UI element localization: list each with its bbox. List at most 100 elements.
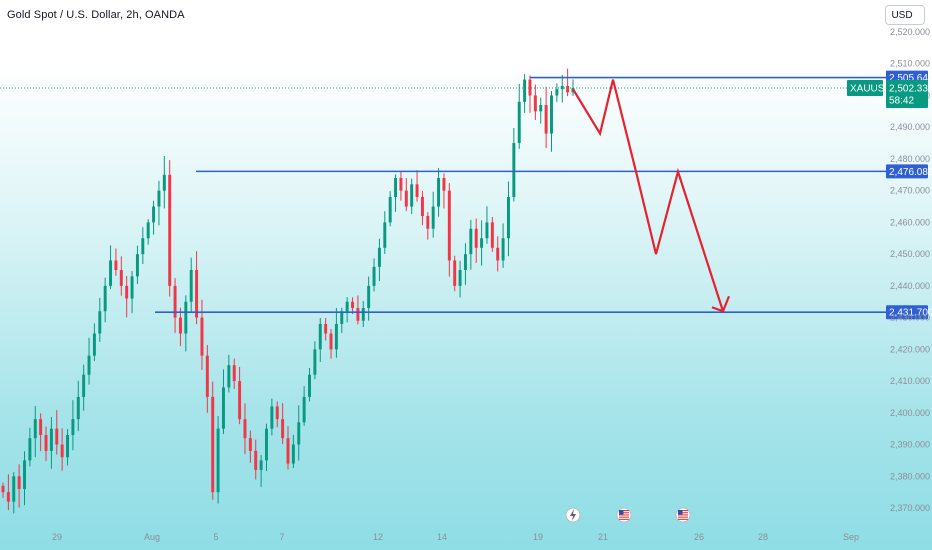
candle-body [383, 222, 387, 248]
candle-body [28, 438, 32, 461]
candle-body [189, 270, 193, 302]
candle-body [308, 374, 311, 397]
y-tick-label: 2,450.000 [890, 249, 930, 259]
candle [308, 367, 311, 402]
candle [566, 68, 570, 97]
current-price-tag [886, 80, 928, 109]
candle-body [420, 197, 424, 217]
candle [178, 307, 182, 347]
x-tick-label: 19 [533, 532, 543, 542]
candle [152, 200, 156, 235]
candle-body [496, 247, 500, 261]
y-tick-label: 2,390.000 [890, 440, 930, 450]
candle-body [98, 311, 102, 334]
candle [114, 248, 118, 276]
candle-body [200, 317, 204, 356]
y-tick-label: 2,520.000 [890, 27, 930, 37]
candle [200, 299, 204, 370]
candle-body [324, 323, 328, 334]
flag-canton [619, 510, 624, 515]
forecast-arrow-path [572, 79, 725, 312]
level-price-label: 2,476.083 [889, 167, 932, 178]
candle [162, 155, 166, 209]
candle [383, 211, 387, 254]
y-tick-label: 2,430.000 [890, 313, 930, 323]
flag-stripe [678, 512, 688, 514]
y-tick-label: 2,420.000 [890, 344, 930, 354]
candle-body [141, 238, 145, 255]
candle [351, 297, 355, 315]
candle-body [135, 254, 139, 277]
candle [184, 295, 188, 352]
candle-body [114, 260, 118, 270]
candle-body [474, 228, 478, 248]
candle [60, 428, 64, 471]
candle-body [152, 206, 156, 223]
candle-body [517, 101, 521, 144]
candle-body [157, 190, 161, 207]
candle [125, 276, 129, 318]
level-price-tag [886, 305, 928, 320]
candle-body [555, 89, 559, 96]
candle [39, 413, 43, 452]
candle-body [485, 222, 489, 239]
candle-body [469, 228, 473, 255]
candle-body [44, 435, 48, 451]
candle-body [259, 460, 263, 470]
candle [334, 307, 338, 358]
flag-stripe [619, 516, 629, 518]
candle [98, 297, 102, 342]
candle [227, 354, 231, 393]
candle [297, 405, 301, 461]
candle-body [265, 428, 268, 461]
candle [437, 167, 441, 217]
candle [399, 171, 403, 201]
candle [480, 220, 484, 266]
candle [265, 423, 268, 472]
lightning-icon [565, 507, 581, 523]
candle-body [87, 355, 91, 375]
candle-body [119, 270, 123, 286]
candle-body [238, 381, 242, 420]
candle-body [205, 355, 209, 397]
candle [426, 212, 430, 240]
candle [270, 398, 274, 436]
candle [431, 191, 435, 238]
candle-body [372, 266, 376, 286]
candle-body [550, 95, 553, 134]
candle [474, 218, 478, 263]
y-tick-label: 2,460.000 [890, 217, 930, 227]
candle [345, 297, 349, 323]
candle-body [286, 438, 290, 464]
candle [259, 454, 263, 487]
candle-body [178, 317, 182, 334]
candle-body [232, 365, 236, 382]
candle [291, 434, 295, 469]
candle-body [318, 323, 322, 350]
candle-body [394, 177, 398, 198]
candle-body [453, 260, 457, 286]
flag-stripe [678, 514, 688, 516]
candle-body [404, 190, 408, 207]
level-price-label: 2,505.640 [889, 73, 932, 84]
candle-body [248, 438, 252, 451]
candle-body [130, 276, 134, 299]
symbol-label: XAUUSD [850, 84, 892, 95]
candle-body [463, 254, 467, 270]
candle [496, 236, 500, 272]
currency-button[interactable]: USD [885, 5, 925, 25]
candle [109, 245, 113, 290]
flag-stripe [619, 514, 629, 516]
candle [254, 439, 258, 480]
candle [367, 276, 371, 321]
candle [533, 84, 537, 120]
candle-body [388, 197, 392, 223]
candle [286, 426, 290, 470]
candle-body [512, 143, 516, 198]
candle-body [361, 308, 365, 321]
flag-stripe [678, 516, 688, 518]
candle-body [533, 95, 537, 112]
candle-body [17, 476, 21, 489]
